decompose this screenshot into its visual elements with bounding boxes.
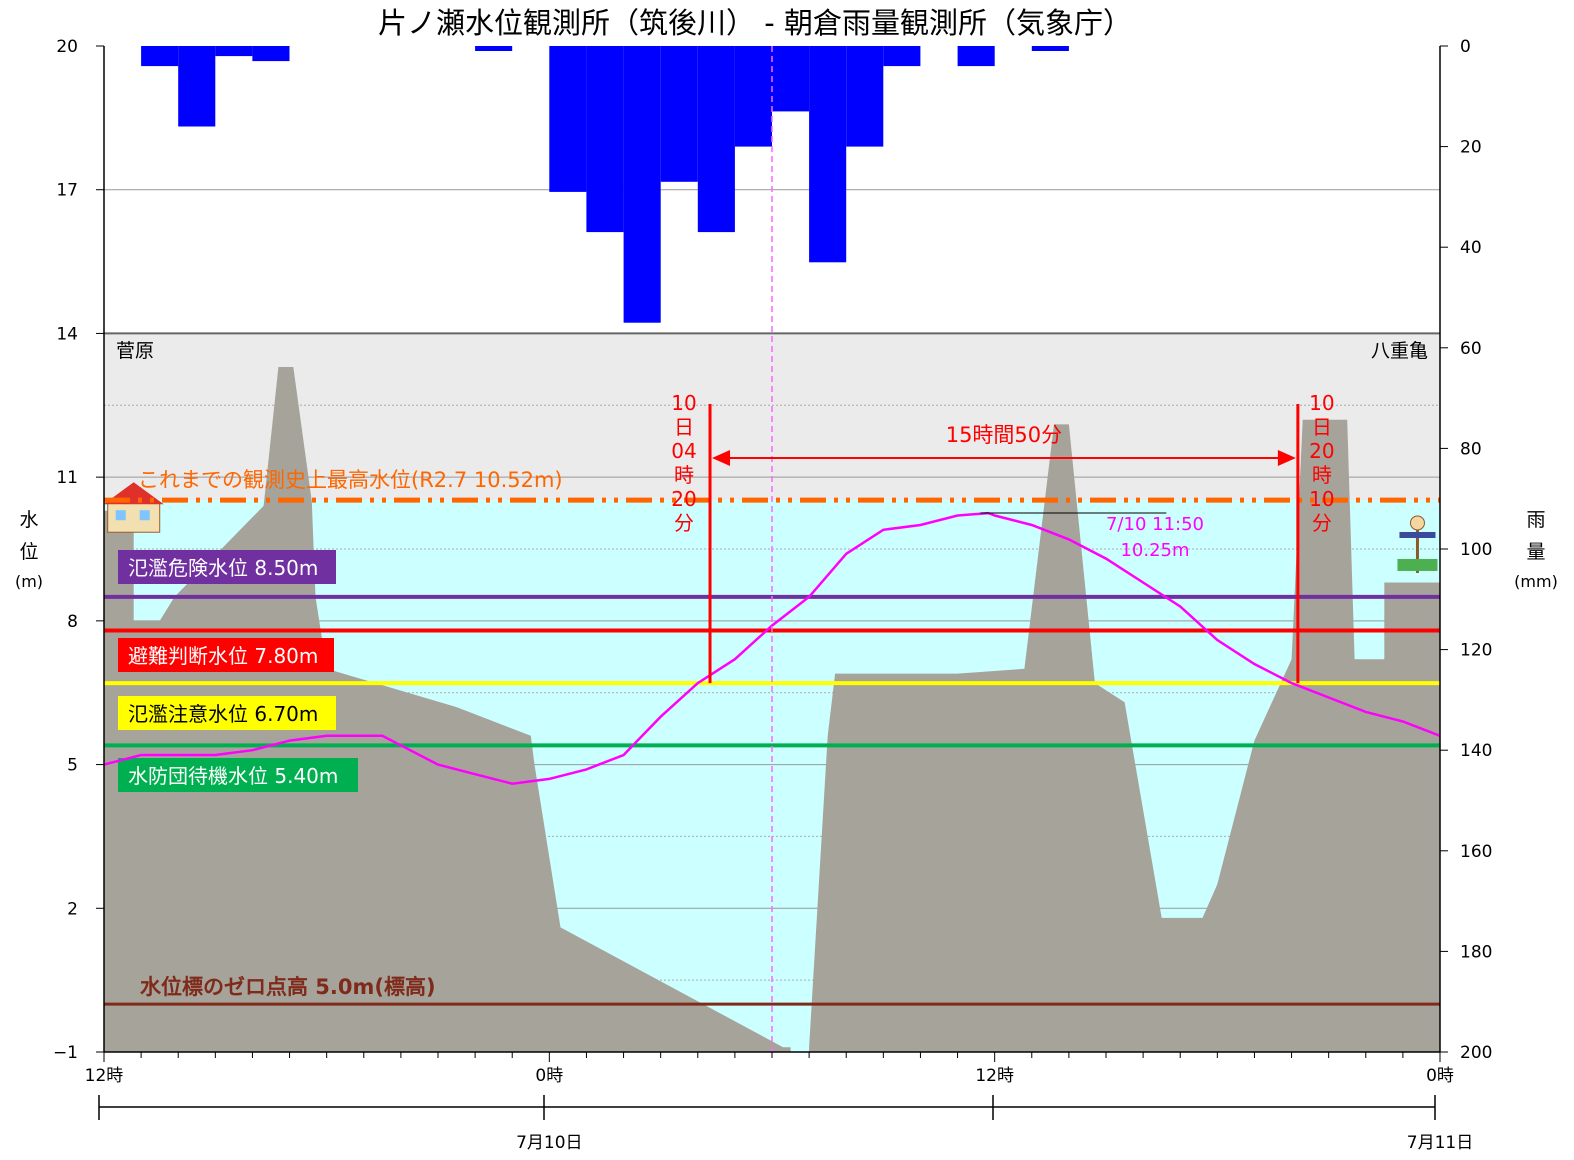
start-time-label: 時 <box>674 463 694 487</box>
rainfall-bar <box>141 46 179 67</box>
left-axis-unit: (m) <box>15 572 43 591</box>
water-level-series <box>103 511 1441 785</box>
rainfall-bar <box>252 46 290 62</box>
level-label-box <box>118 696 336 730</box>
rainfall-bar <box>549 46 587 192</box>
duration-arrow-head-left <box>712 450 731 466</box>
end-time-label: 10 <box>1309 391 1334 415</box>
rainfall-bar <box>809 46 847 263</box>
left-tick-label: 20 <box>56 37 78 57</box>
date-label: 7月10日 <box>516 1133 582 1153</box>
left-tick-label: 2 <box>67 899 78 919</box>
end-time-label: 日 <box>1312 415 1332 439</box>
right-tick-label: 40 <box>1460 238 1482 258</box>
field-icon <box>1397 558 1438 571</box>
end-time-label: 分 <box>1312 511 1332 535</box>
level-label: 氾濫危険水位 8.50m <box>128 556 318 580</box>
rainfall-bar <box>772 46 810 112</box>
left-tick-label: 5 <box>67 756 78 776</box>
rainfall-bar <box>734 46 772 147</box>
start-time-label: 20 <box>671 487 696 511</box>
start-time-label: 04 <box>671 439 696 463</box>
house-icon <box>107 501 161 533</box>
right-tick-label: 60 <box>1460 339 1482 359</box>
x-tick-label: 0時 <box>535 1066 563 1086</box>
date-label: 7月11日 <box>1407 1133 1473 1153</box>
level-label: 避難判断水位 7.80m <box>128 644 318 668</box>
right-tick-label: 0 <box>1460 37 1471 57</box>
riverbank-cross-section: 菅原 八重亀 <box>103 340 1440 1052</box>
right-bank-label: 八重亀 <box>1371 340 1428 362</box>
right-tick-label: 80 <box>1460 439 1482 459</box>
level-label-box <box>118 638 334 672</box>
end-time-label: 10 <box>1309 487 1334 511</box>
right-tick-label: 160 <box>1460 842 1492 862</box>
rainfall-bar <box>586 46 624 233</box>
rainfall-bar <box>623 46 661 323</box>
right-axis-unit: (mm) <box>1514 572 1558 591</box>
rainfall-bar <box>846 46 884 147</box>
level-label-box <box>118 758 358 792</box>
duration-arrow-head-right <box>1277 450 1296 466</box>
start-time-label: 分 <box>674 511 694 535</box>
rainfall-bars <box>141 46 1069 323</box>
zero-point-label: 水位標のゼロ点高 5.0m(標高) <box>140 975 436 999</box>
left-axis-label: 水 <box>19 509 38 531</box>
x-tick-label: 12時 <box>85 1066 124 1086</box>
duration-label: 15時間50分 <box>946 423 1062 447</box>
rainfall-bar <box>957 46 995 67</box>
right-tick-label: 20 <box>1460 138 1482 158</box>
rainfall-bar <box>1031 46 1069 51</box>
start-time-label: 日 <box>674 415 694 439</box>
left-tick-label: −1 <box>53 1043 78 1063</box>
end-time-label: 20 <box>1309 439 1334 463</box>
left-tick-label: 17 <box>56 181 78 201</box>
left-axis-label: 位 <box>19 541 38 563</box>
reference-lines: これまでの観測史上最高水位(R2.7 10.52m) 氾濫危険水位 8.50m 避難… <box>104 468 1440 1006</box>
right-axis-label: 量 <box>1526 541 1545 563</box>
rainfall-bar <box>697 46 735 233</box>
right-tick-label: 120 <box>1460 641 1492 661</box>
left-bank-ground <box>104 367 791 1052</box>
scarecrow-head-icon <box>1409 515 1425 531</box>
x-tick-label: 12時 <box>975 1066 1014 1086</box>
right-tick-label: 100 <box>1460 540 1492 560</box>
right-bank-ground <box>809 419 1440 1052</box>
rainfall-bar <box>660 46 698 182</box>
chart-title: 片ノ瀬水位観測所（筑後川） - 朝倉雨量観測所（気象庁） <box>378 6 1132 40</box>
peak-value-label: 10.25m <box>1120 540 1189 561</box>
rainfall-bar <box>178 46 216 127</box>
end-time-label: 時 <box>1312 463 1332 487</box>
rainfall-bar <box>883 46 921 67</box>
right-tick-label: 140 <box>1460 741 1492 761</box>
right-tick-label: 200 <box>1460 1043 1492 1063</box>
left-tick-label: 8 <box>67 612 78 632</box>
right-tick-label: 180 <box>1460 942 1492 962</box>
level-label-box <box>118 550 336 584</box>
rainfall-bar <box>215 46 253 57</box>
record-high-label: これまでの観測史上最高水位(R2.7 10.52m) <box>138 468 563 492</box>
water-level-line <box>103 511 1441 785</box>
house-window-icon <box>115 510 126 521</box>
start-time-label: 10 <box>671 391 696 415</box>
house-window-icon <box>139 510 150 521</box>
left-tick-label: 11 <box>56 468 78 488</box>
rainfall-bar <box>475 46 513 51</box>
peak-time-label: 7/10 11:50 <box>1106 514 1204 535</box>
x-tick-label: 0時 <box>1426 1066 1454 1086</box>
level-label: 水防団待機水位 5.40m <box>128 764 338 788</box>
level-label: 氾濫注意水位 6.70m <box>128 702 318 726</box>
right-axis-label: 雨 <box>1526 509 1545 531</box>
left-bank-label: 菅原 <box>116 340 154 362</box>
left-tick-label: 14 <box>56 324 78 344</box>
